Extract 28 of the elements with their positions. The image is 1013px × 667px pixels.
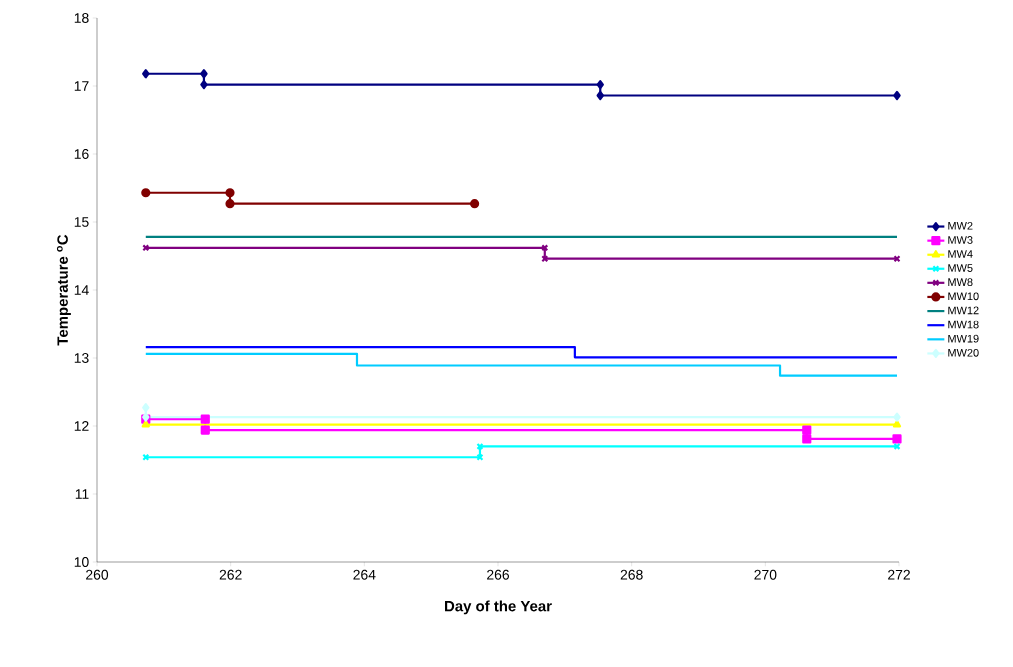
legend-label: MW5 bbox=[948, 264, 973, 272]
x-tick-label: 268 bbox=[620, 569, 643, 580]
x-tick-label: 262 bbox=[219, 569, 242, 580]
legend-label: MW20 bbox=[948, 348, 979, 357]
x-tick-label: 272 bbox=[888, 569, 910, 580]
legend-label: MW8 bbox=[948, 278, 973, 287]
x-axis-title: Day of the Year bbox=[445, 600, 552, 615]
y-tick-label: 17 bbox=[74, 81, 89, 91]
legend-label: MW2 bbox=[948, 221, 973, 230]
x-tick-label: 266 bbox=[487, 569, 510, 580]
legend-label: MW18 bbox=[948, 320, 979, 329]
legend-label: MW10 bbox=[948, 292, 979, 301]
y-tick-label: 16 bbox=[74, 149, 89, 159]
legend-label: MW3 bbox=[948, 236, 973, 244]
x-tick-label: 264 bbox=[353, 569, 376, 580]
legend-label: MW4 bbox=[948, 250, 973, 258]
y-axis-title: Temperature $^{o}$C bbox=[56, 234, 71, 346]
y-tick-label: 11 bbox=[75, 489, 89, 499]
x-tick-label: 260 bbox=[86, 569, 109, 580]
y-tick-label: 13 bbox=[74, 353, 89, 363]
y-tick-label: 14 bbox=[74, 285, 89, 295]
legend-label: MW12 bbox=[948, 306, 979, 315]
y-tick-label: 15 bbox=[74, 217, 89, 227]
legend-label: MW19 bbox=[948, 334, 979, 343]
x-tick-label: 270 bbox=[754, 569, 777, 580]
y-tick-label: 10 bbox=[74, 557, 89, 567]
y-tick-label: 12 bbox=[74, 421, 89, 431]
y-tick-label: 18 bbox=[74, 13, 89, 23]
